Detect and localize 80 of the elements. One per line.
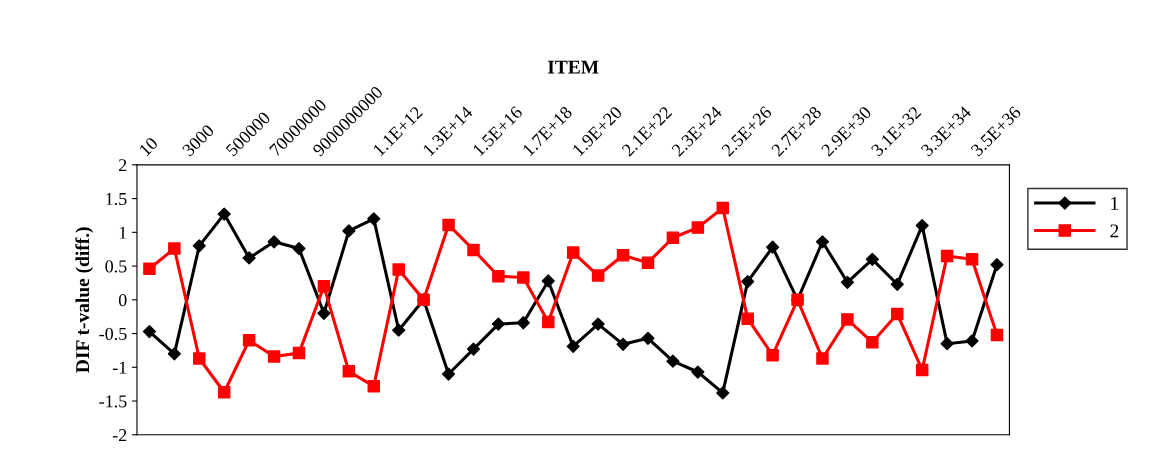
point xyxy=(492,269,505,283)
point xyxy=(467,243,480,257)
point xyxy=(566,246,580,259)
point xyxy=(242,334,256,347)
point xyxy=(940,249,954,263)
point xyxy=(716,386,730,400)
point xyxy=(840,275,854,289)
x-axis-title: ITEM xyxy=(547,60,599,74)
point xyxy=(392,323,406,337)
y-tick-label: -2 xyxy=(112,429,127,442)
point xyxy=(915,218,929,233)
point xyxy=(666,354,680,368)
point xyxy=(965,334,979,348)
point xyxy=(392,263,405,276)
point xyxy=(616,249,630,262)
point xyxy=(641,331,655,345)
point xyxy=(841,313,854,326)
point xyxy=(865,252,879,266)
point xyxy=(866,336,879,349)
point xyxy=(442,218,455,232)
point xyxy=(167,347,181,361)
point xyxy=(666,231,680,244)
y-tick-label: -0.5 xyxy=(99,327,127,341)
point xyxy=(441,367,456,381)
legend-label: 2 xyxy=(1110,224,1119,238)
point xyxy=(741,275,755,289)
point xyxy=(516,316,530,330)
x-tick-label: 10 xyxy=(138,136,159,157)
y-tick-label: 2 xyxy=(119,159,127,172)
point xyxy=(566,339,580,353)
point xyxy=(367,212,381,226)
point xyxy=(915,363,929,377)
y-tick-label: -1 xyxy=(112,361,127,374)
point xyxy=(591,269,605,282)
point xyxy=(766,348,779,362)
point xyxy=(616,337,630,351)
point xyxy=(816,352,829,365)
point xyxy=(542,315,555,329)
point xyxy=(217,386,231,399)
point xyxy=(192,239,206,253)
point xyxy=(143,262,156,276)
point xyxy=(891,307,904,321)
y-tick-label: 0 xyxy=(118,294,127,307)
point xyxy=(815,235,830,249)
point xyxy=(890,277,904,291)
point xyxy=(292,241,306,256)
point xyxy=(766,240,780,254)
y-tick-label: 1.5 xyxy=(106,192,127,206)
point xyxy=(193,352,206,365)
point xyxy=(965,253,979,266)
legend-label: 1 xyxy=(1111,197,1119,210)
point xyxy=(641,256,655,269)
point xyxy=(217,207,231,221)
point xyxy=(691,221,705,234)
point xyxy=(342,365,356,378)
point xyxy=(716,201,730,215)
point xyxy=(367,379,381,393)
point xyxy=(691,365,705,379)
point xyxy=(541,274,555,288)
point xyxy=(741,312,754,325)
y-tick-label: -1.5 xyxy=(99,395,127,408)
point xyxy=(292,346,306,360)
point xyxy=(267,350,281,363)
point xyxy=(466,342,481,356)
point xyxy=(940,337,954,351)
point xyxy=(491,317,506,331)
y-tick-label: 1 xyxy=(119,226,127,239)
y-axis-title: DIF t-value (diff.) xyxy=(75,227,94,373)
point xyxy=(168,242,181,255)
point xyxy=(990,328,1004,342)
point xyxy=(242,251,256,265)
point xyxy=(142,324,157,339)
point xyxy=(267,235,281,249)
point xyxy=(517,271,530,284)
point xyxy=(342,224,356,238)
point xyxy=(317,306,331,320)
point xyxy=(990,258,1004,272)
point xyxy=(591,317,605,331)
point xyxy=(317,280,331,293)
y-tick-label: 0.5 xyxy=(105,260,127,273)
